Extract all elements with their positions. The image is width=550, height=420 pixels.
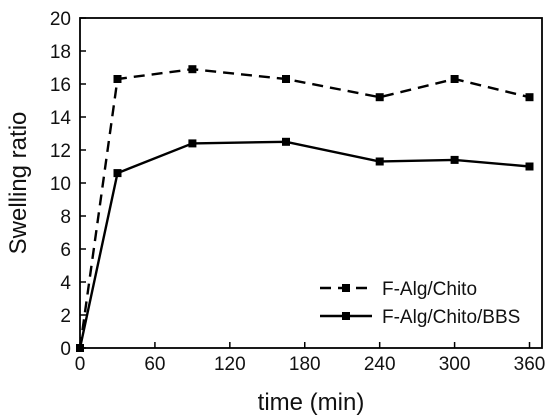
y-tick-label: 8	[60, 207, 71, 228]
y-tick-label: 16	[50, 75, 71, 96]
series-1-point	[188, 65, 197, 74]
x-tick-label: 120	[214, 354, 246, 375]
x-tick-label: 300	[439, 354, 471, 375]
y-tick-label: 0	[60, 339, 71, 360]
series-2-point	[375, 157, 384, 166]
series-2-point	[525, 162, 534, 171]
series-1-point	[113, 75, 122, 83]
y-tick-label: 10	[50, 174, 71, 195]
legend-marker-1	[342, 284, 350, 292]
series-2-point	[188, 139, 197, 148]
series-2-point	[282, 137, 290, 146]
y-axis-ticks: 0 2 4 6 8 10 12 14 16 18 20	[50, 9, 86, 360]
y-tick-label: 6	[60, 240, 71, 261]
series-2-point	[113, 169, 122, 178]
series-group	[76, 65, 534, 352]
legend-marker-2	[342, 312, 350, 320]
series-1-point	[375, 93, 384, 102]
y-tick-label: 2	[60, 306, 71, 327]
x-axis-ticks: 0 60 120 180 240 300 360	[75, 342, 546, 375]
y-tick-label: 20	[50, 9, 71, 30]
x-tick-label: 0	[75, 354, 86, 375]
y-axis-title: Swelling ratio	[5, 112, 32, 255]
series-2-point	[450, 155, 459, 164]
series-2-point	[76, 344, 84, 352]
series-1-point	[282, 75, 290, 83]
legend-label-2: F-Alg/Chito/BBS	[382, 307, 520, 328]
y-tick-label: 14	[50, 108, 72, 129]
x-tick-label: 240	[364, 354, 396, 375]
series-1-point	[450, 75, 459, 83]
y-tick-label: 4	[60, 273, 71, 294]
x-tick-label: 180	[289, 354, 321, 375]
x-axis-title: time (min)	[258, 389, 365, 416]
y-tick-label: 18	[50, 42, 71, 63]
legend: F-Alg/Chito F-Alg/Chito/BBS	[320, 279, 520, 328]
y-tick-label: 12	[50, 141, 71, 162]
legend-label-1: F-Alg/Chito	[382, 279, 477, 300]
x-tick-label: 60	[144, 354, 165, 375]
series-1-point	[525, 93, 534, 102]
x-tick-label: 360	[514, 354, 546, 375]
